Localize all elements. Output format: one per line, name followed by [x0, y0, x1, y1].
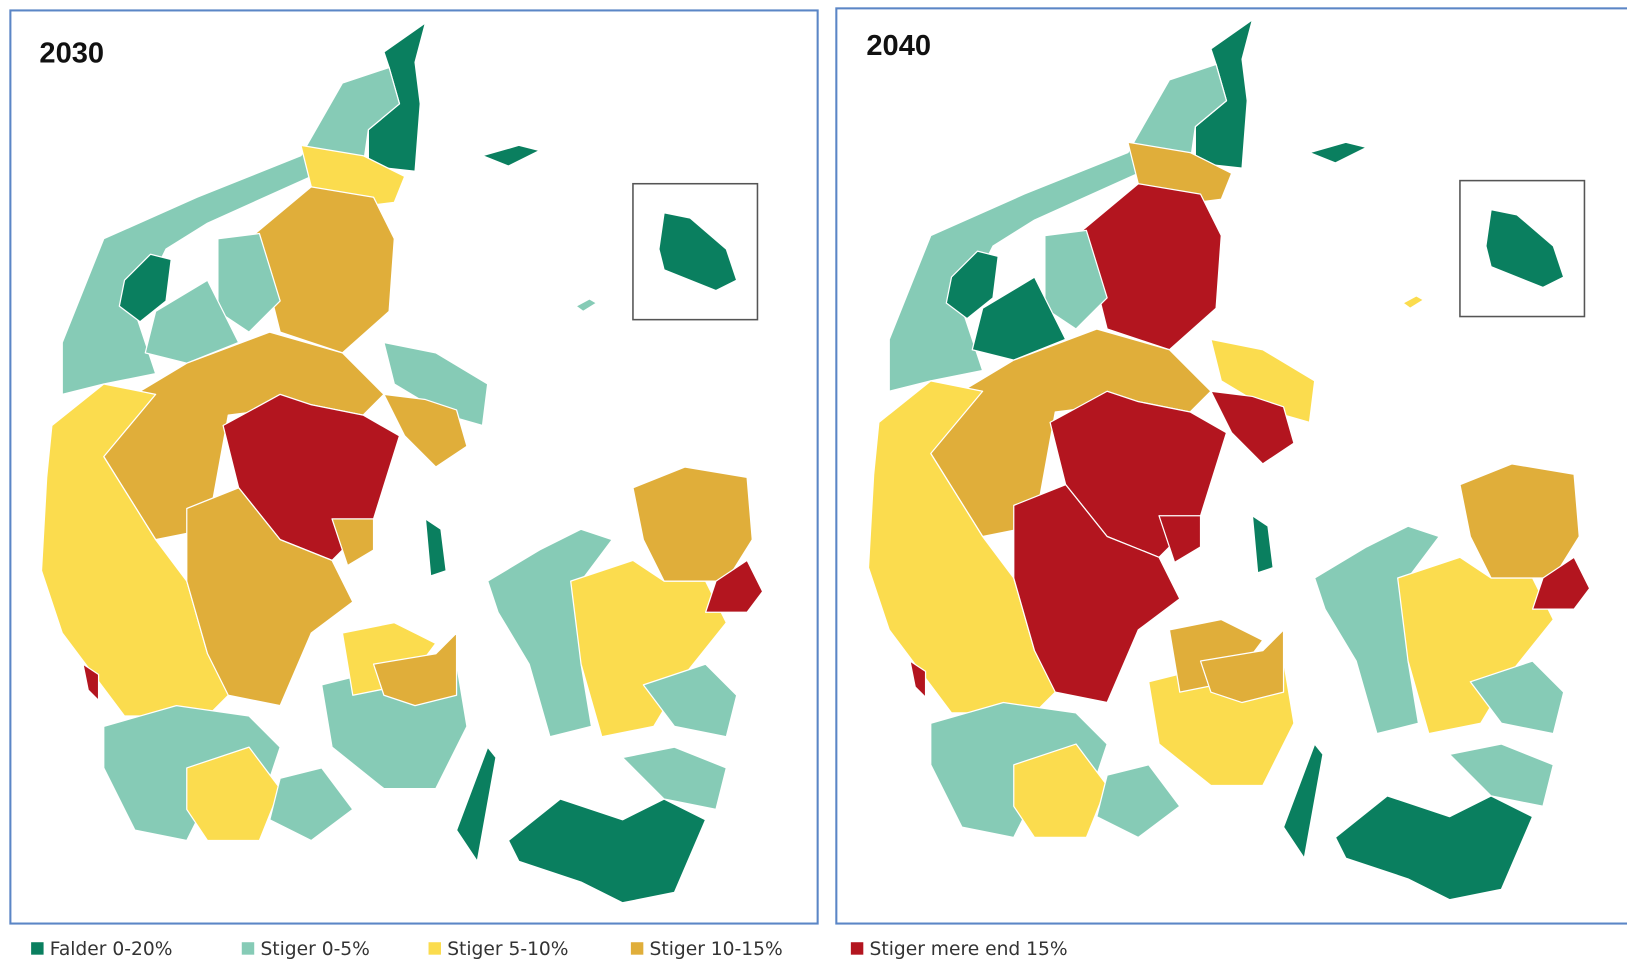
legend-swatch [31, 942, 43, 954]
figure: 2030 2040 Falder 0-20% Stiger 0-5% Stiger … [0, 0, 1627, 962]
panel-title: 2040 [866, 30, 931, 62]
legend-swatch [851, 942, 863, 954]
legend-swatch [242, 942, 254, 954]
legend-swatch [631, 942, 643, 954]
legend-swatch [429, 942, 441, 954]
legend-label: Stiger mere end 15% [870, 939, 1068, 960]
legend-label: Stiger 5-10% [447, 939, 568, 960]
legend: Falder 0-20% Stiger 0-5% Stiger 5-10% Stige… [31, 939, 1068, 960]
legend-label: Stiger 0-5% [260, 939, 369, 960]
panel-title: 2030 [39, 37, 104, 69]
page: {"panels": [{"title": "2030"}, {"title":… [0, 0, 1627, 962]
legend-label: Stiger 10-15% [650, 939, 783, 960]
legend-label: Falder 0-20% [50, 939, 173, 960]
